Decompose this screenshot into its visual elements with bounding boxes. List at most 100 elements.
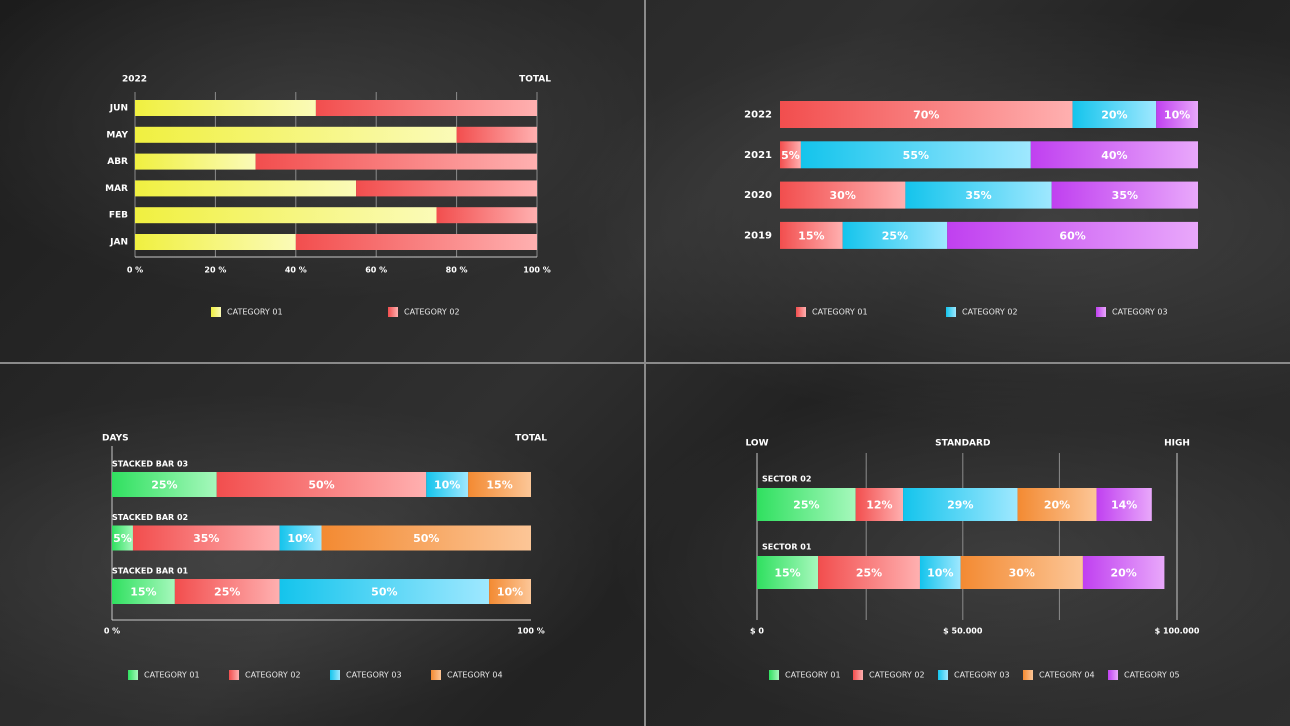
- bar-segment-sector-01-category-02: [818, 556, 920, 589]
- x-tick-label-1: 100 %: [517, 627, 545, 636]
- legend-label-category-01: CATEGORY 01: [227, 308, 283, 317]
- bar-title-stacked-bar-03: STACKED BAR 03: [112, 460, 188, 469]
- bar-segment-stacked-bar-03-category-03: [426, 472, 469, 497]
- bar-segment-sector-01-category-04: [960, 556, 1083, 589]
- bar-segment-sector-01-category-05: [1082, 556, 1165, 589]
- bar-segment-abr-category-01: [135, 153, 256, 170]
- data-label-2019-category-01: 15%: [798, 229, 824, 242]
- category-label-mar: MAR: [105, 184, 128, 194]
- data-label-sector-01-category-04: 30%: [1009, 567, 1035, 580]
- x-tick-label-2: $ 100.000: [1155, 627, 1200, 636]
- data-label-stacked-bar-02-category-04: 50%: [413, 532, 439, 545]
- bar-segment-stacked-bar-03-category-01: [112, 472, 217, 497]
- legend-swatch-category-03: [330, 670, 340, 680]
- corner-label-right: TOTAL: [519, 75, 551, 85]
- data-label-sector-01-category-01: 15%: [774, 567, 800, 580]
- data-label-sector-02-category-04: 20%: [1044, 499, 1070, 512]
- legend-label-category-04: CATEGORY 04: [1039, 671, 1095, 680]
- bar-segment-feb-category-02: [436, 207, 537, 224]
- x-tick-label-4: 80 %: [446, 266, 468, 275]
- data-label-2020-category-02: 35%: [965, 189, 991, 202]
- data-label-2021-category-02: 55%: [903, 149, 929, 162]
- chart-panel-top-right: 2022 70% 20% 10% 2021 5% 55% 40% 2020 30% 35% 35% 20…: [744, 101, 1198, 317]
- data-label-sector-01-category-02: 25%: [856, 567, 882, 580]
- bar-segment-sector-01-category-01: [757, 556, 819, 589]
- x-tick-label-1: 20 %: [204, 266, 226, 275]
- bar-segment-2019-category-03: [947, 221, 1198, 249]
- legend-label-category-02: CATEGORY 02: [869, 671, 925, 680]
- divider-horizontal: [0, 362, 1290, 364]
- bar-segment-2022-category-01: [780, 101, 1073, 128]
- corner-label-left: DAYS: [102, 434, 129, 444]
- legend-swatch-category-04: [431, 670, 441, 680]
- data-label-stacked-bar-01-category-03: 50%: [371, 586, 397, 599]
- x-tick-label-0: $ 0: [750, 627, 764, 636]
- legend-swatch-category-01: [796, 307, 806, 317]
- bar-title-sector-02: SECTOR 02: [762, 475, 811, 484]
- category-label-2019: 2019: [744, 230, 772, 241]
- category-label-jan: JAN: [109, 238, 128, 248]
- x-tick-label-3: 60 %: [365, 266, 387, 275]
- legend-swatch-category-02: [229, 670, 239, 680]
- data-label-2020-category-03: 35%: [1112, 189, 1138, 202]
- corner-label-right: TOTAL: [515, 434, 547, 444]
- bar-segment-stacked-bar-01-category-03: [279, 579, 490, 604]
- bar-segment-sector-02-category-01: [757, 488, 856, 521]
- data-label-stacked-bar-02-category-01: 5%: [113, 532, 132, 545]
- legend-swatch-category-02: [946, 307, 956, 317]
- bar-segment-sector-02-category-04: [1017, 488, 1097, 521]
- x-tick-label-0: 0 %: [127, 266, 143, 275]
- legend-label-category-05: CATEGORY 05: [1124, 671, 1180, 680]
- bar-segment-sector-02-category-03: [903, 488, 1018, 521]
- data-label-stacked-bar-03-category-02: 50%: [308, 479, 334, 492]
- data-label-stacked-bar-01-category-01: 15%: [130, 586, 156, 599]
- bar-segment-stacked-bar-02-category-03: [279, 525, 322, 551]
- bar-segment-2022-category-02: [1072, 101, 1157, 128]
- x-tick-label-5: 100 %: [523, 266, 551, 275]
- bar-segment-2021-category-01: [780, 141, 801, 169]
- bar-segment-mar-category-02: [356, 180, 537, 197]
- data-label-sector-02-category-03: 29%: [947, 499, 973, 512]
- data-label-stacked-bar-03-category-03: 10%: [434, 479, 460, 492]
- category-label-feb: FEB: [109, 211, 128, 221]
- bar-segment-2022-category-03: [1156, 101, 1198, 128]
- category-label-jun: JUN: [109, 104, 128, 114]
- data-label-sector-02-category-01: 25%: [793, 499, 819, 512]
- x-tick-label-1: $ 50.000: [943, 627, 983, 636]
- legend-swatch-category-05: [1108, 670, 1118, 680]
- scale-label-low: LOW: [746, 439, 769, 449]
- data-label-2022-category-02: 20%: [1101, 109, 1127, 122]
- category-label-2022: 2022: [744, 110, 772, 121]
- legend-label-category-03: CATEGORY 03: [1112, 308, 1168, 317]
- category-label-abr: ABR: [107, 157, 128, 167]
- category-label-2021: 2021: [744, 150, 772, 161]
- legend-label-category-04: CATEGORY 04: [447, 671, 503, 680]
- data-label-2021-category-01: 5%: [781, 149, 800, 162]
- bar-segment-sector-02-category-05: [1096, 488, 1152, 521]
- data-label-sector-01-category-05: 20%: [1110, 567, 1136, 580]
- bar-title-sector-01: SECTOR 01: [762, 543, 812, 552]
- bar-segment-stacked-bar-03-category-04: [468, 472, 531, 497]
- legend-label-category-02: CATEGORY 02: [404, 308, 460, 317]
- chart-panel-top-left: 2022 TOTAL 0 % 20 % 40 % 60 % 80 % 100 % JUN MAY A…: [105, 75, 551, 317]
- data-label-stacked-bar-03-category-04: 15%: [486, 479, 512, 492]
- bar-segment-jun-category-01: [135, 100, 316, 116]
- bar-segment-feb-category-01: [135, 207, 437, 224]
- bar-segment-2020-category-01: [780, 181, 906, 209]
- corner-label-left: 2022: [122, 75, 147, 85]
- scale-label-high: HIGH: [1164, 439, 1190, 449]
- data-label-sector-01-category-03: 10%: [927, 567, 953, 580]
- data-label-stacked-bar-02-category-02: 35%: [193, 532, 219, 545]
- legend-label-category-03: CATEGORY 03: [346, 671, 402, 680]
- legend-label-category-01: CATEGORY 01: [785, 671, 841, 680]
- bar-segment-may-category-01: [135, 126, 457, 143]
- legend-label-category-01: CATEGORY 01: [144, 671, 200, 680]
- data-label-2019-category-03: 60%: [1059, 229, 1085, 242]
- data-label-2021-category-03: 40%: [1101, 149, 1127, 162]
- legend-swatch-category-01: [769, 670, 779, 680]
- data-label-2022-category-01: 70%: [913, 109, 939, 122]
- bar-segment-sector-02-category-02: [855, 488, 904, 521]
- legend-label-category-01: CATEGORY 01: [812, 308, 868, 317]
- legend-swatch-category-02: [388, 307, 398, 317]
